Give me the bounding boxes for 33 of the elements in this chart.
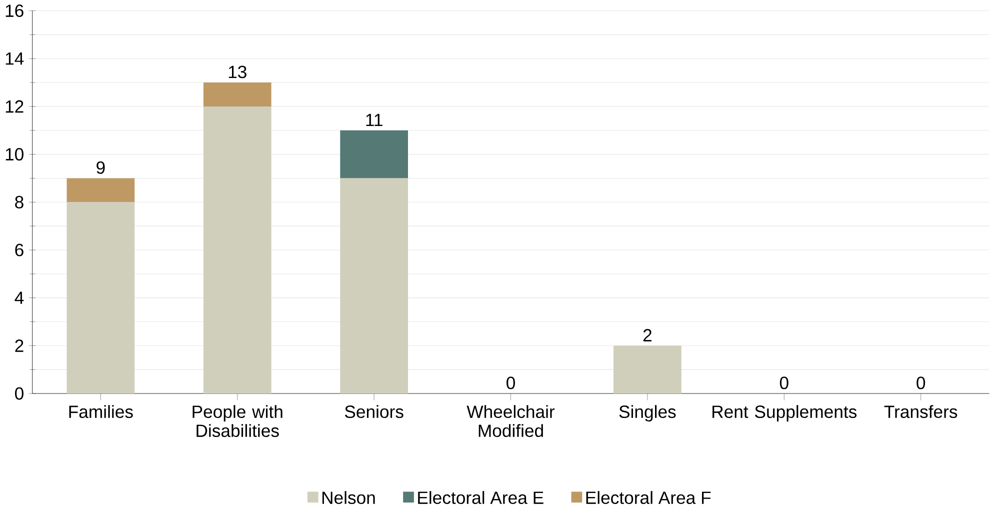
x-tick-label: Singles — [619, 404, 676, 422]
y-tick-label: 16 — [6, 4, 24, 17]
x-tick-label: Seniors — [344, 404, 404, 418]
y-tick-label: 10 — [6, 148, 24, 160]
x-tick-label: Families — [69, 404, 133, 418]
x-tick-label: Transfers — [884, 404, 958, 418]
y-tick-label: 6 — [15, 244, 24, 256]
x-tick-label: People with Disabilities — [192, 404, 282, 437]
total-label: 0 — [916, 376, 926, 390]
legend-label: Nelson — [322, 490, 375, 504]
bar — [66, 178, 135, 202]
total-label: 2 — [643, 328, 652, 342]
total-label: 11 — [366, 114, 382, 126]
total-label: 0 — [506, 376, 515, 390]
y-tick-label: 2 — [15, 339, 24, 352]
bar — [203, 106, 272, 394]
y-tick-label: 4 — [14, 292, 24, 304]
bar — [203, 82, 272, 106]
bar — [340, 130, 408, 178]
total-label: 13 — [228, 66, 246, 78]
total-label: 9 — [96, 161, 105, 174]
bar — [340, 178, 408, 394]
legend-label: Electoral Area E — [418, 490, 544, 504]
legend-label: Electoral Area F — [586, 490, 711, 504]
y-tick-label: 14 — [6, 52, 24, 65]
total-label: 0 — [780, 376, 788, 390]
y-tick-label: 12 — [6, 100, 24, 112]
bar — [614, 346, 682, 394]
bar — [66, 202, 135, 394]
y-tick-label: 8 — [15, 196, 24, 208]
x-tick-label: Rent Supplements — [712, 404, 857, 422]
y-tick-label: 0 — [15, 387, 24, 400]
x-tick-label: Wheelchair Modified — [466, 404, 555, 437]
